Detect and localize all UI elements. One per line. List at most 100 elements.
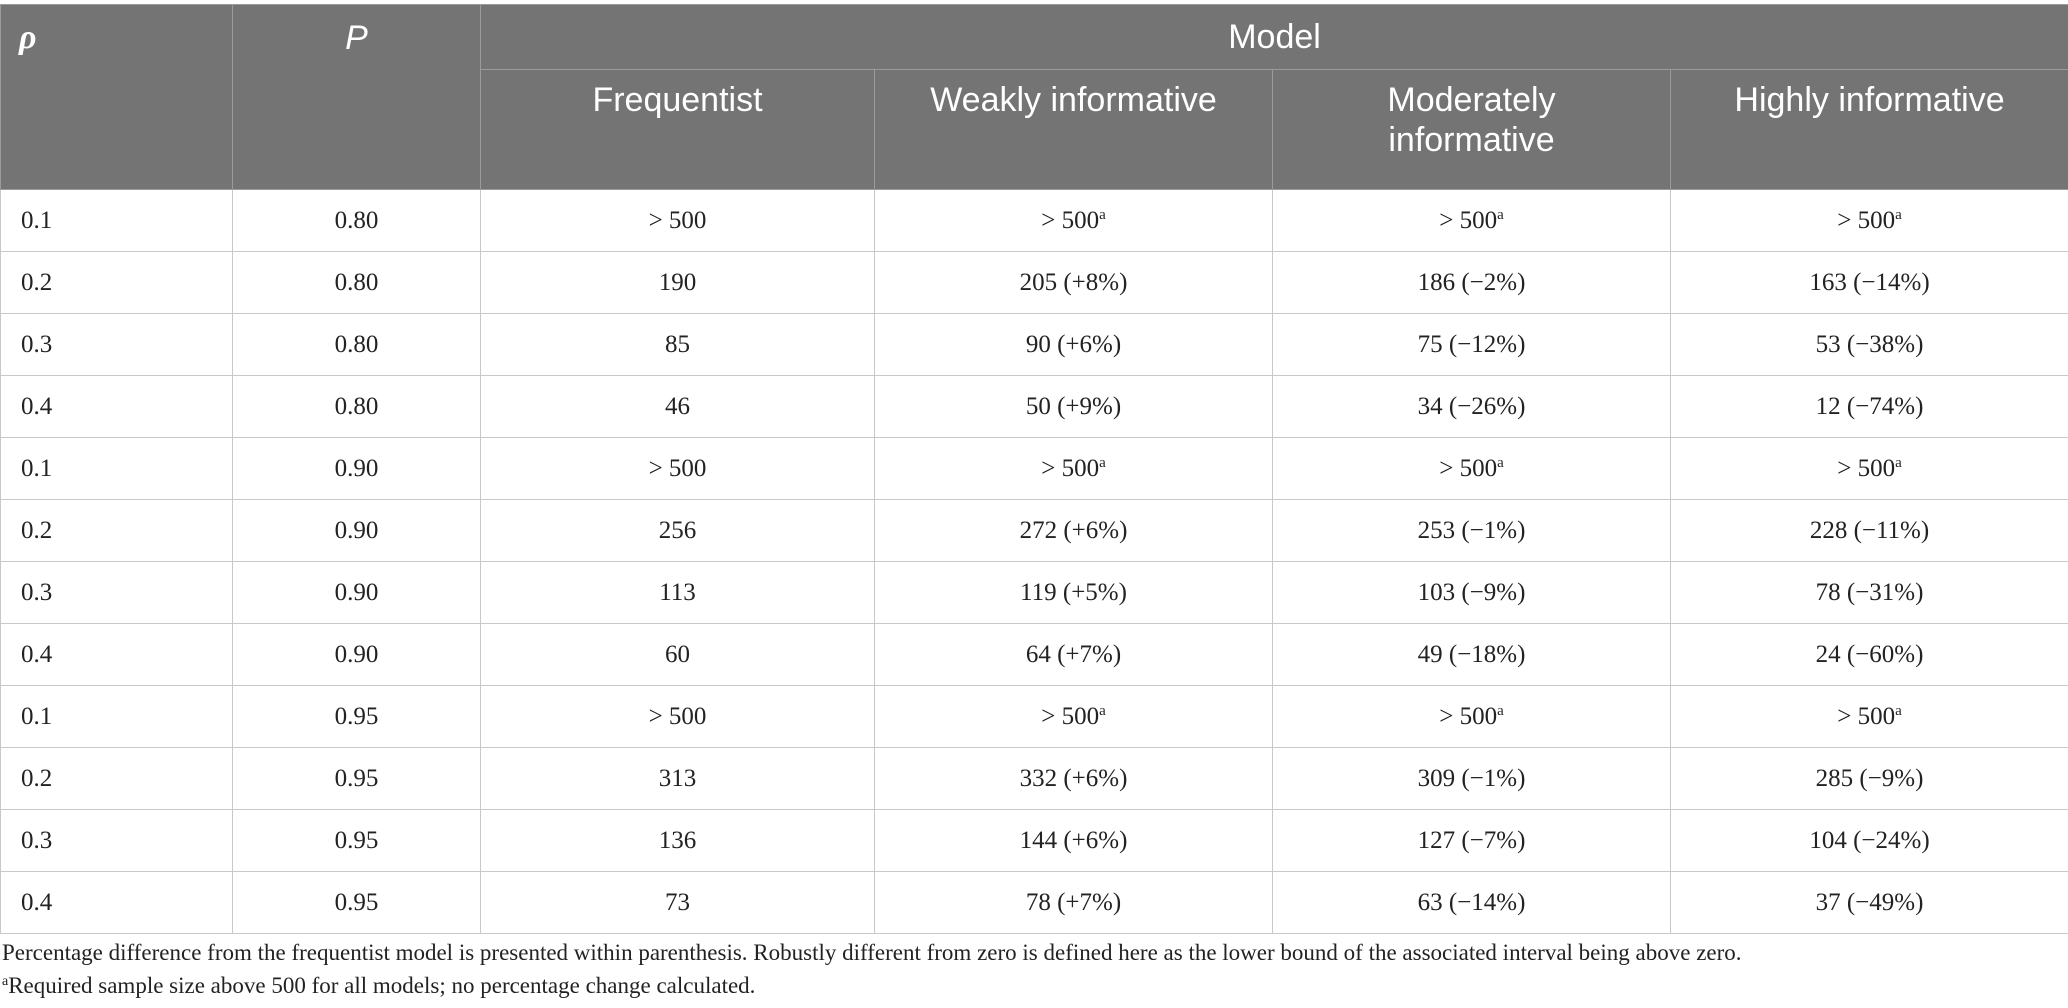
results-table-container: ρ P Model Frequentist Weakly informative… (0, 4, 2068, 934)
cell-value-text: 34 (−26%) (1417, 392, 1526, 420)
cell-p: 0.80 (232, 313, 481, 376)
cell-value-text: > 500 (1837, 206, 1896, 234)
cell-p: 0.90 (232, 561, 481, 624)
cell-value-text: 256 (658, 516, 697, 544)
cell-rho: 0.2 (0, 747, 233, 810)
cell-value-text: 104 (−24%) (1809, 826, 1930, 854)
cell-value: 34 (−26%) (1272, 375, 1671, 438)
cell-p: 0.90 (232, 437, 481, 500)
cell-value: 104 (−24%) (1669, 809, 2068, 872)
cell-value-text: > 500 (1837, 702, 1896, 730)
cell-value-text: 309 (−1%) (1417, 764, 1526, 792)
cell-value: 119 (+5%) (874, 561, 1273, 624)
cell-value: 163 (−14%) (1669, 251, 2068, 314)
cell-value-text: > 500 (1439, 206, 1498, 234)
cell-value: 85 (480, 313, 875, 376)
cell-value: 49 (−18%) (1272, 623, 1671, 686)
cell-value-text: > 500 (1041, 454, 1100, 482)
footnote-marker: a (1895, 206, 1902, 223)
cell-value-text: 78 (+7%) (1025, 888, 1122, 916)
cell-value: > 500a (1669, 189, 2068, 252)
cell-rho: 0.3 (0, 561, 233, 624)
cell-rho: 0.1 (0, 437, 233, 500)
cell-value-text: > 500 (648, 454, 707, 482)
cell-value: 75 (−12%) (1272, 313, 1671, 376)
cell-value: 78 (+7%) (874, 871, 1273, 934)
cell-value-text: 37 (−49%) (1815, 888, 1924, 916)
cell-value: 50 (+9%) (874, 375, 1273, 438)
sample-size-table: ρ P Model Frequentist Weakly informative… (0, 4, 2068, 934)
footnote-marker: a (1099, 702, 1106, 719)
cell-value: 113 (480, 561, 875, 624)
table-row: 0.4 0.90 60 64 (+7%) 49 (−18%) 24 (−60%) (0, 623, 2068, 686)
cell-value-text: 78 (−31%) (1815, 578, 1924, 606)
cell-rho: 0.1 (0, 189, 233, 252)
cell-value: > 500a (1272, 437, 1671, 500)
cell-value: 46 (480, 375, 875, 438)
cell-value: 90 (+6%) (874, 313, 1273, 376)
cell-value: 24 (−60%) (1669, 623, 2068, 686)
cell-value-text: 144 (+6%) (1019, 826, 1128, 854)
cell-p: 0.80 (232, 189, 481, 252)
cell-value: 103 (−9%) (1272, 561, 1671, 624)
cell-value: 228 (−11%) (1669, 499, 2068, 562)
footnote-a: aRequired sample size above 500 for all … (2, 969, 2062, 1002)
cell-value-text: 49 (−18%) (1417, 640, 1526, 668)
cell-value-text: 12 (−74%) (1815, 392, 1924, 420)
cell-p: 0.95 (232, 871, 481, 934)
footnote-marker: a (1099, 206, 1106, 223)
cell-value-text: > 500 (1041, 702, 1100, 730)
header-rho: ρ (0, 4, 233, 190)
cell-value: 190 (480, 251, 875, 314)
cell-value-text: 75 (−12%) (1417, 330, 1526, 358)
cell-value-text: 90 (+6%) (1025, 330, 1122, 358)
cell-rho: 0.4 (0, 375, 233, 438)
cell-value-text: > 500 (648, 206, 707, 234)
cell-value: 309 (−1%) (1272, 747, 1671, 810)
cell-value-text: 60 (665, 640, 690, 668)
footnote-percentage: Percentage difference from the frequenti… (2, 940, 1742, 965)
cell-value: > 500a (1669, 685, 2068, 748)
cell-value: 205 (+8%) (874, 251, 1273, 314)
cell-value-text: 163 (−14%) (1809, 268, 1930, 296)
cell-value: 272 (+6%) (874, 499, 1273, 562)
table-row: 0.1 0.95 > 500 > 500a > 500a > 500a (0, 685, 2068, 748)
cell-value-text: > 500 (648, 702, 707, 730)
cell-rho: 0.3 (0, 809, 233, 872)
table-row: 0.1 0.90 > 500 > 500a > 500a > 500a (0, 437, 2068, 500)
header-highly-informative: Highly informative (1669, 69, 2068, 190)
cell-value-text: 190 (658, 268, 697, 296)
cell-rho: 0.1 (0, 685, 233, 748)
cell-rho: 0.3 (0, 313, 233, 376)
cell-p: 0.95 (232, 809, 481, 872)
cell-value: 53 (−38%) (1669, 313, 2068, 376)
cell-p: 0.80 (232, 251, 481, 314)
cell-value-text: 85 (665, 330, 690, 358)
header-frequentist: Frequentist (480, 69, 875, 190)
cell-value-text: > 500 (1439, 454, 1498, 482)
footnote-marker: a (1895, 702, 1902, 719)
cell-value: > 500a (874, 437, 1273, 500)
cell-value-text: 272 (+6%) (1019, 516, 1128, 544)
cell-value: 332 (+6%) (874, 747, 1273, 810)
table-row: 0.2 0.90 256 272 (+6%) 253 (−1%) 228 (−11%) (0, 499, 2068, 562)
cell-value-text: 73 (665, 888, 690, 916)
cell-value-text: 63 (−14%) (1417, 888, 1526, 916)
table-body: 0.1 0.80 > 500 > 500a > 500a > 500a 0.2 0.80 190… (0, 189, 2068, 934)
cell-value-text: 103 (−9%) (1417, 578, 1526, 606)
cell-value-text: 46 (665, 392, 690, 420)
cell-value: 285 (−9%) (1669, 747, 2068, 810)
table-row: 0.3 0.95 136 144 (+6%) 127 (−7%) 104 (−24%) (0, 809, 2068, 872)
cell-value-text: 24 (−60%) (1815, 640, 1924, 668)
cell-p: 0.90 (232, 623, 481, 686)
table-row: 0.2 0.95 313 332 (+6%) 309 (−1%) 285 (−9%) (0, 747, 2068, 810)
cell-value-text: > 500 (1041, 206, 1100, 234)
cell-value-text: 64 (+7%) (1025, 640, 1122, 668)
cell-value: 63 (−14%) (1272, 871, 1671, 934)
footnote-marker: a (1497, 702, 1504, 719)
cell-p: 0.80 (232, 375, 481, 438)
footnote-marker: a (1497, 206, 1504, 223)
footnote-marker: a (1895, 454, 1902, 471)
cell-value: > 500 (480, 437, 875, 500)
table-row: 0.2 0.80 190 205 (+8%) 186 (−2%) 163 (−14%) (0, 251, 2068, 314)
